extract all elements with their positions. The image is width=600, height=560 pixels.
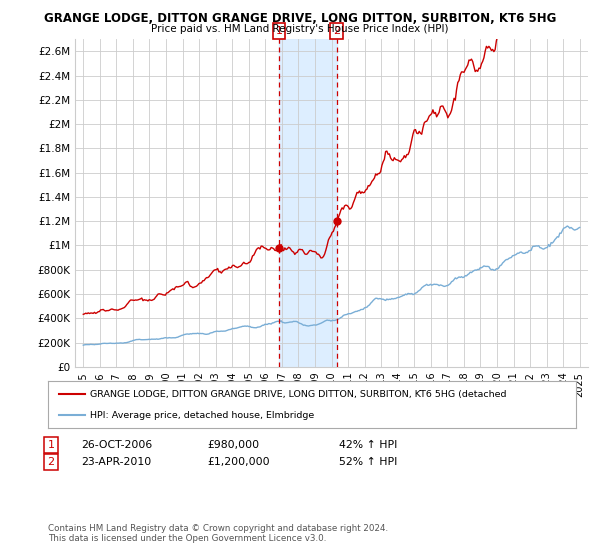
Text: 52% ↑ HPI: 52% ↑ HPI bbox=[339, 457, 397, 467]
Text: HPI: Average price, detached house, Elmbridge: HPI: Average price, detached house, Elmb… bbox=[90, 410, 314, 419]
Text: GRANGE LODGE, DITTON GRANGE DRIVE, LONG DITTON, SURBITON, KT6 5HG: GRANGE LODGE, DITTON GRANGE DRIVE, LONG … bbox=[44, 12, 556, 25]
Text: £1,200,000: £1,200,000 bbox=[207, 457, 269, 467]
Text: £980,000: £980,000 bbox=[207, 440, 259, 450]
Text: 2: 2 bbox=[333, 26, 340, 36]
Text: Contains HM Land Registry data © Crown copyright and database right 2024.
This d: Contains HM Land Registry data © Crown c… bbox=[48, 524, 388, 543]
Text: GRANGE LODGE, DITTON GRANGE DRIVE, LONG DITTON, SURBITON, KT6 5HG (detached: GRANGE LODGE, DITTON GRANGE DRIVE, LONG … bbox=[90, 390, 507, 399]
Text: 26-OCT-2006: 26-OCT-2006 bbox=[81, 440, 152, 450]
Text: 2: 2 bbox=[47, 457, 55, 467]
Text: 42% ↑ HPI: 42% ↑ HPI bbox=[339, 440, 397, 450]
Text: 1: 1 bbox=[47, 440, 55, 450]
Text: 1: 1 bbox=[275, 26, 283, 36]
Text: Price paid vs. HM Land Registry's House Price Index (HPI): Price paid vs. HM Land Registry's House … bbox=[151, 24, 449, 34]
Bar bbox=[279, 39, 337, 367]
Text: 23-APR-2010: 23-APR-2010 bbox=[81, 457, 151, 467]
